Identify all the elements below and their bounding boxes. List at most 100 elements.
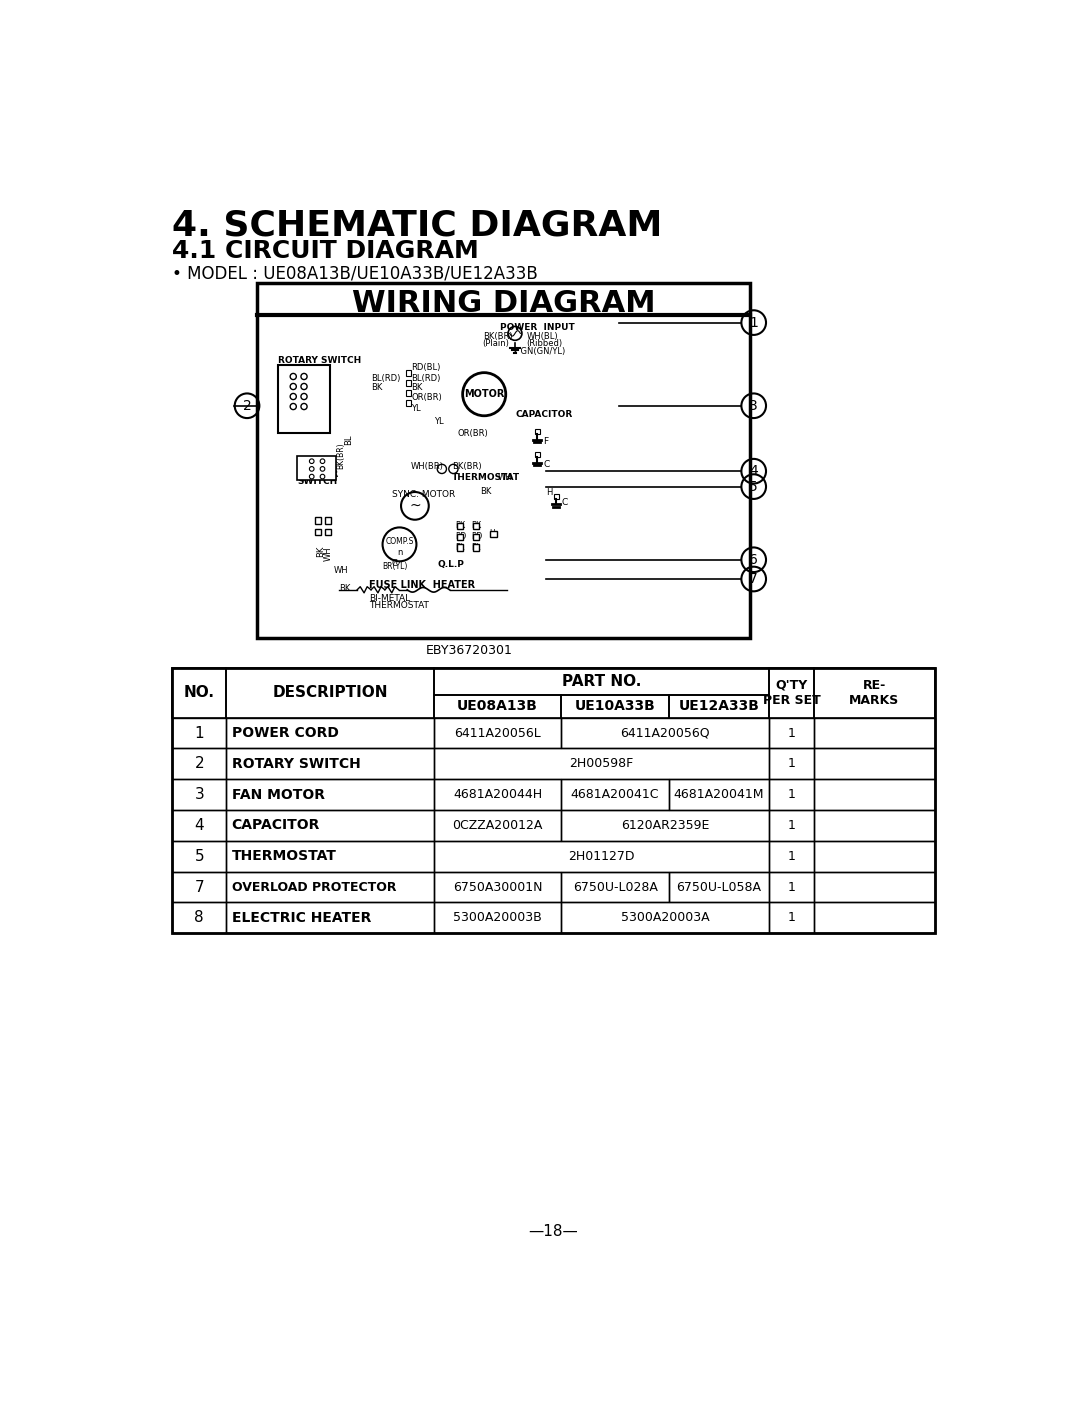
Bar (226, 871, 434, 902)
Text: ROCKER: ROCKER (297, 471, 338, 479)
Text: THERMOSTAT: THERMOSTAT (368, 600, 429, 610)
Text: • GN(GN/YL): • GN(GN/YL) (513, 347, 566, 357)
Text: WH(BR): WH(BR) (411, 462, 444, 471)
Text: RD: RD (456, 532, 467, 541)
Bar (562, 718, 769, 749)
Bar (434, 811, 562, 840)
Bar (226, 902, 434, 933)
Text: 1: 1 (787, 819, 795, 832)
Text: 2: 2 (243, 399, 252, 413)
Text: 0CZZA20012A: 0CZZA20012A (453, 819, 543, 832)
Text: RD(BL): RD(BL) (411, 364, 441, 372)
Text: WH(BL): WH(BL) (527, 332, 558, 341)
Bar (325, 528, 330, 535)
Bar (173, 871, 226, 902)
Bar (173, 780, 226, 811)
Text: 1: 1 (194, 725, 204, 740)
Text: BK: BK (456, 521, 465, 530)
Text: UE12A33B: UE12A33B (678, 700, 759, 714)
Text: 5300A20003A: 5300A20003A (621, 912, 710, 924)
Bar (434, 840, 769, 871)
Text: 1: 1 (750, 316, 758, 330)
Bar (297, 455, 336, 481)
Text: WIRING DIAGRAM: WIRING DIAGRAM (352, 288, 656, 318)
Bar (813, 667, 934, 718)
Text: POWER  INPUT: POWER INPUT (500, 323, 575, 332)
Bar (434, 871, 562, 902)
Text: 6: 6 (750, 552, 758, 566)
Text: • MODEL : UE08A13B/UE10A33B/UE12A33B: • MODEL : UE08A13B/UE10A33B/UE12A33B (173, 266, 538, 282)
Text: 3: 3 (299, 458, 305, 466)
Bar (813, 902, 934, 933)
Bar (173, 667, 934, 933)
Text: 2: 2 (194, 756, 204, 771)
Text: 4681A20041M: 4681A20041M (674, 788, 765, 801)
Text: ROTARY SWITCH: ROTARY SWITCH (278, 355, 361, 365)
Text: 4.1 CIRCUIT DIAGRAM: 4.1 CIRCUIT DIAGRAM (173, 239, 480, 264)
Text: 2: 2 (299, 466, 305, 475)
Bar (406, 371, 411, 375)
Bar (562, 902, 769, 933)
Text: 5: 5 (194, 849, 204, 864)
Text: BK: BK (481, 486, 491, 496)
Bar (226, 718, 434, 749)
Bar (669, 780, 769, 811)
Bar (769, 749, 813, 780)
Text: 2H01127D: 2H01127D (568, 850, 635, 863)
Text: 4681A20041C: 4681A20041C (571, 788, 660, 801)
Text: UE08A13B: UE08A13B (457, 700, 538, 714)
Text: 3: 3 (750, 399, 758, 413)
Bar (434, 667, 769, 694)
Bar (226, 780, 434, 811)
Text: 1: 1 (787, 726, 795, 739)
Text: BK: BK (471, 521, 482, 530)
Text: UE10A33B: UE10A33B (575, 700, 656, 714)
Text: SWITCH: SWITCH (297, 478, 337, 486)
Text: ELECTRIC HEATER: ELECTRIC HEATER (231, 910, 372, 924)
Text: 7: 7 (194, 880, 204, 895)
Text: YL: YL (434, 417, 444, 426)
Text: H: H (305, 384, 311, 393)
Text: 4: 4 (750, 464, 758, 478)
Text: NO.: NO. (184, 686, 215, 700)
Bar (434, 902, 562, 933)
Text: THERMOSTAT: THERMOSTAT (231, 849, 337, 863)
Bar (813, 840, 934, 871)
Bar (226, 840, 434, 871)
Text: OR(BR): OR(BR) (457, 429, 488, 438)
Bar (562, 780, 669, 811)
Bar (325, 517, 330, 524)
Text: BL: BL (456, 542, 465, 552)
Text: 1: 1 (787, 788, 795, 801)
Bar (434, 694, 562, 718)
Text: 1: 1 (787, 881, 795, 894)
Bar (457, 523, 463, 528)
Bar (813, 749, 934, 780)
Text: BL: BL (345, 434, 353, 445)
Bar (473, 523, 478, 528)
Text: 6411A20056Q: 6411A20056Q (620, 726, 710, 739)
Bar (434, 749, 769, 780)
Text: 4: 4 (194, 818, 204, 833)
Text: OR(BR): OR(BR) (411, 392, 442, 402)
Text: 7: 7 (750, 572, 758, 586)
Text: 6750A30001N: 6750A30001N (453, 881, 542, 894)
Text: 6411A20056L: 6411A20056L (455, 726, 541, 739)
Text: BR(YL): BR(YL) (382, 562, 408, 570)
Bar (278, 365, 330, 433)
Text: 6120AR2359E: 6120AR2359E (621, 819, 710, 832)
Text: (Plain): (Plain) (483, 339, 510, 348)
Text: 6750U-L028A: 6750U-L028A (572, 881, 658, 894)
Text: (7): (7) (280, 402, 291, 410)
Text: BK(BR): BK(BR) (337, 443, 346, 469)
Text: 1: 1 (280, 395, 285, 403)
Text: H: H (545, 488, 552, 497)
Text: THERMOSTAT: THERMOSTAT (451, 472, 519, 482)
Text: H: H (489, 528, 495, 538)
Text: BK(BR): BK(BR) (483, 332, 512, 341)
Text: RD: RD (471, 532, 483, 541)
Text: L: L (305, 374, 309, 384)
Text: 2H00598F: 2H00598F (569, 757, 634, 770)
Text: BK: BK (316, 547, 325, 558)
Bar (173, 840, 226, 871)
